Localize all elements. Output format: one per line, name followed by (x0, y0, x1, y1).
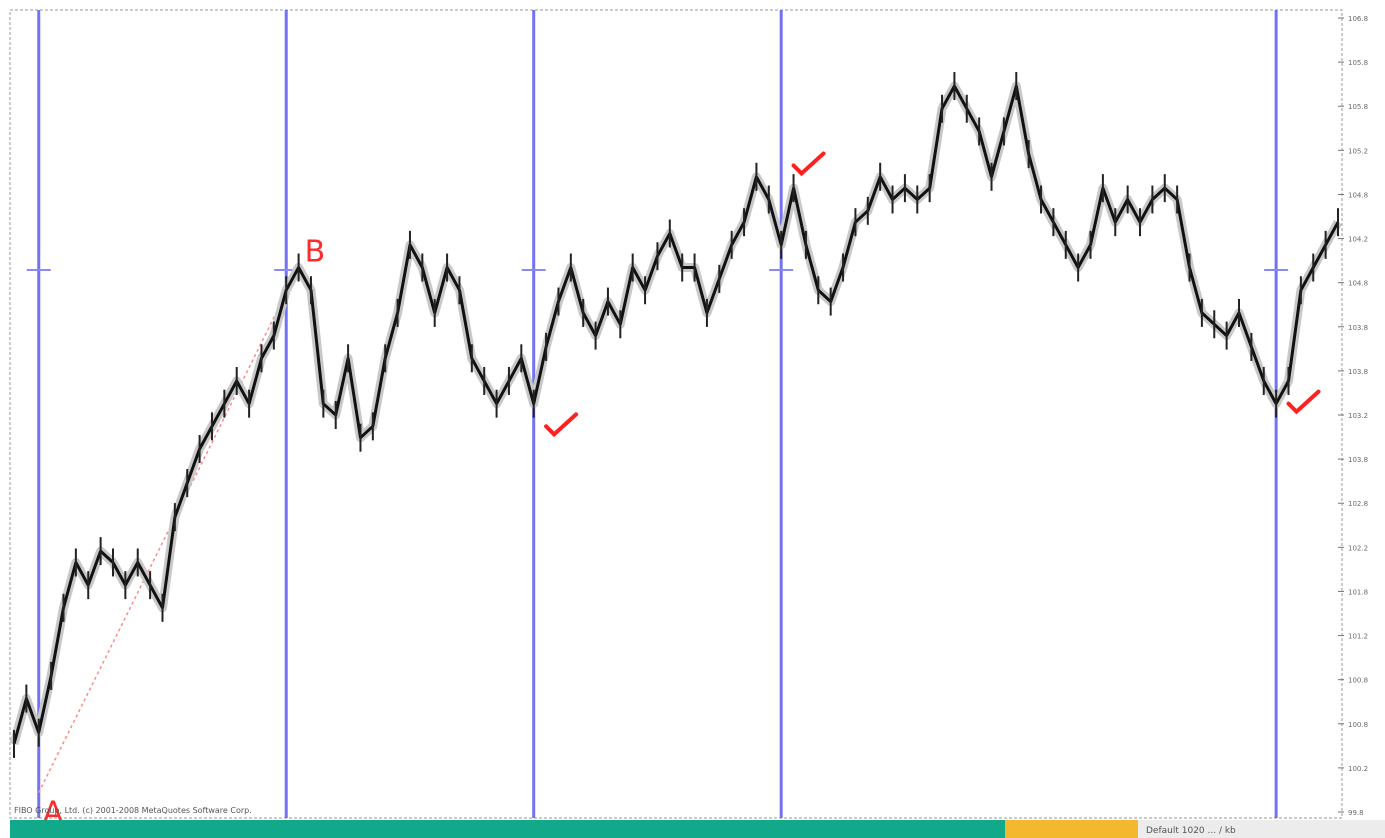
y-tick-label: 103.8 (1348, 324, 1368, 332)
y-tick-label: 101.2 (1348, 633, 1368, 641)
y-tick-label: 103.8 (1348, 456, 1368, 464)
y-tick-label: 105.8 (1348, 59, 1368, 67)
y-tick-label: 100.2 (1348, 765, 1368, 773)
y-tick-label: 103.8 (1348, 368, 1368, 376)
y-tick-label: 105.2 (1348, 147, 1368, 155)
status-bar-yellow (1005, 820, 1138, 838)
y-tick-label: 104.2 (1348, 236, 1368, 244)
y-tick-label: 102.2 (1348, 544, 1368, 552)
y-tick-label: 100.8 (1348, 721, 1368, 729)
y-tick-label: 99.8 (1348, 809, 1364, 817)
copyright-text: FIBO Group, Ltd. (c) 2001-2008 MetaQuote… (14, 806, 252, 815)
y-tick-label: 100.8 (1348, 677, 1368, 685)
y-tick-label: 102.8 (1348, 500, 1368, 508)
status-bar-green (10, 820, 1005, 838)
y-tick-label: 103.2 (1348, 412, 1368, 420)
y-tick-label: 104.8 (1348, 191, 1368, 199)
y-tick-label: 101.8 (1348, 588, 1368, 596)
y-tick-label: 105.8 (1348, 103, 1368, 111)
y-tick-label: 106.8 (1348, 15, 1368, 23)
y-axis: 106.8 105.8 105.8 105.2 104.8 104.2 104.8 103.8… (1338, 15, 1368, 817)
y-tick-label: 104.8 (1348, 280, 1368, 288)
point-b-label: B (305, 235, 326, 270)
chart-frame (10, 10, 1342, 818)
status-text: Default 1020 ... / kb (1146, 826, 1236, 836)
